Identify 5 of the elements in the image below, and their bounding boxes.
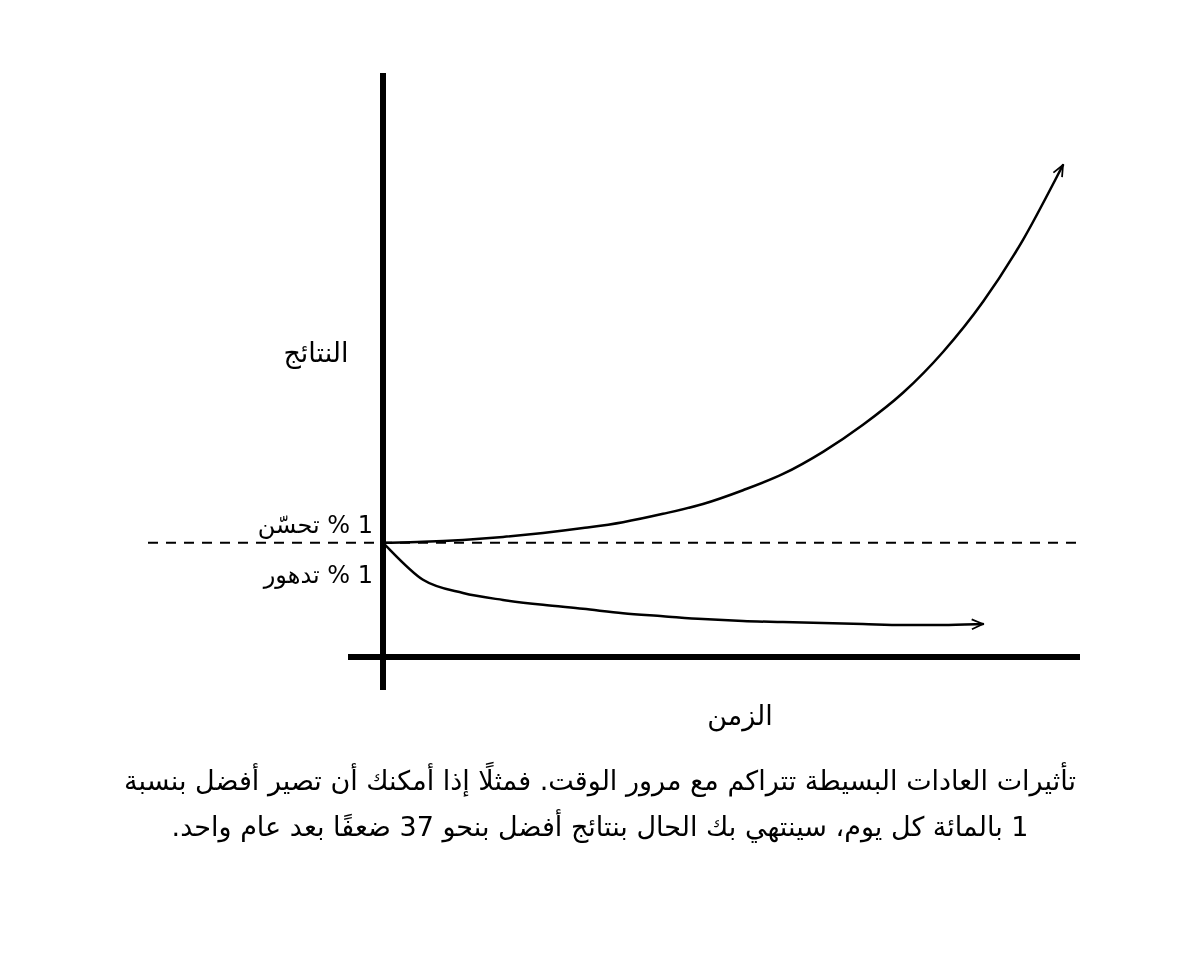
- text: تأثيرات العادات البسيطة تتراكم مع مرور الوقت. فمثلًا إذا أمكنك أن تصير أفضل بنسبة 1 بالمائة كل يوم، سينتهي بك الحال بنتائج أفضل بنحو 37 ضعفًا بعد عام واحد.: [123, 761, 1077, 845]
- x-axis-title: الزمن: [707, 700, 773, 732]
- series-label: 1 % تدهور: [262, 560, 373, 589]
- series-label: 1 % تحسّن: [257, 510, 373, 539]
- y-axis-title: النتائج: [283, 337, 349, 369]
